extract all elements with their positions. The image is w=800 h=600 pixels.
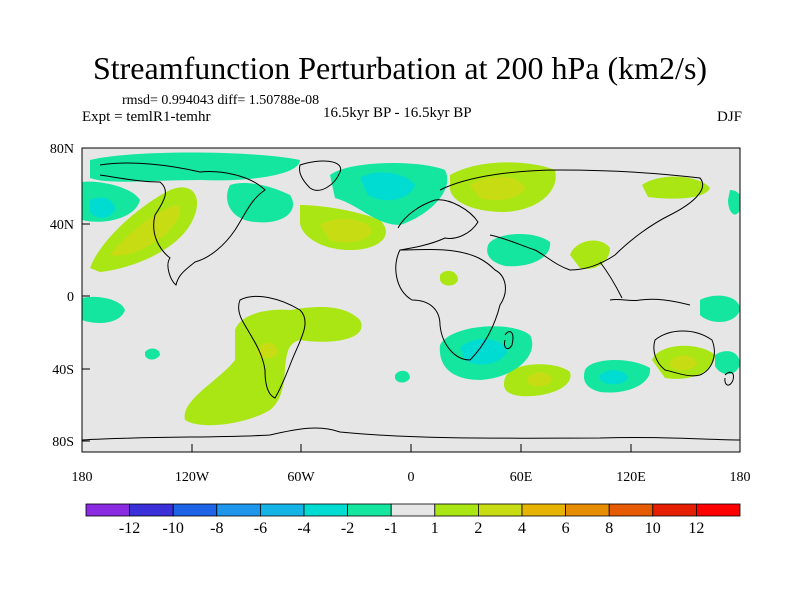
colorbar-label: 4 bbox=[518, 520, 526, 537]
colorbar-label: 6 bbox=[562, 520, 570, 537]
axis-ticks bbox=[81, 147, 741, 452]
lon-label: 120W bbox=[175, 470, 210, 485]
anomaly-region bbox=[728, 190, 740, 215]
anomaly-region bbox=[715, 351, 740, 375]
lat-label: 0 bbox=[67, 290, 74, 305]
colorbar-swatch bbox=[565, 503, 610, 517]
anomaly-region bbox=[487, 234, 551, 267]
colorbar-swatch bbox=[521, 503, 566, 517]
colorbar-label: 1 bbox=[431, 520, 439, 537]
colorbar-swatch bbox=[696, 503, 741, 517]
period-label: 16.5kyr BP - 16.5kyr BP bbox=[323, 105, 472, 121]
colorbar-label: -2 bbox=[341, 520, 354, 537]
experiment-label: Expt = temlR1-temhr bbox=[82, 109, 211, 125]
anomaly-region bbox=[90, 152, 300, 182]
colorbar-label: -6 bbox=[254, 520, 267, 537]
rmsd-stats: rmsd= 0.994043 diff= 1.50788e-08 bbox=[122, 93, 320, 108]
colorbar-label: -4 bbox=[297, 520, 310, 537]
lon-label: 120E bbox=[616, 470, 646, 485]
coastlines bbox=[82, 160, 740, 441]
anomaly-region bbox=[258, 342, 278, 359]
colorbar-swatch bbox=[216, 503, 261, 517]
anomaly-region bbox=[570, 240, 610, 269]
anomaly-region bbox=[227, 183, 294, 223]
colorbar: -12 -10 -8 -6 -4 -2 -1 1 2 4 6 8 10 12 bbox=[85, 503, 741, 537]
anomaly-region bbox=[90, 197, 115, 218]
colorbar-label: -1 bbox=[385, 520, 398, 537]
lat-label: 40N bbox=[50, 218, 74, 233]
lon-label: 0 bbox=[408, 470, 415, 485]
lat-label: 80S bbox=[52, 435, 74, 450]
season-label: DJF bbox=[716, 109, 742, 125]
lon-label: 60E bbox=[510, 470, 533, 485]
colorbar-swatch bbox=[347, 503, 392, 517]
colorbar-swatch bbox=[303, 503, 348, 517]
anomaly-region bbox=[642, 176, 710, 199]
colorbar-swatch bbox=[477, 503, 523, 517]
longitude-labels: 180 120W 60W 0 60E 120E 180 bbox=[72, 470, 751, 485]
colorbar-swatch bbox=[129, 503, 174, 517]
colorbar-swatch bbox=[434, 503, 479, 517]
colorbar-swatch bbox=[608, 503, 654, 517]
lon-label: 180 bbox=[730, 470, 751, 485]
lat-label: 80N bbox=[50, 142, 74, 157]
colorbar-label: 8 bbox=[605, 520, 613, 537]
lat-label: 40S bbox=[52, 363, 74, 378]
anomaly-region bbox=[145, 348, 160, 360]
latitude-labels: 80N 40N 0 40S 80S bbox=[50, 142, 74, 450]
colorbar-swatch bbox=[390, 503, 436, 517]
anomaly-region bbox=[184, 307, 362, 426]
anomaly-region bbox=[470, 176, 525, 201]
lon-label: 60W bbox=[287, 470, 315, 485]
anomaly-region bbox=[600, 370, 628, 385]
colorbar-label: -12 bbox=[119, 520, 140, 537]
lon-label: 180 bbox=[72, 470, 93, 485]
colorbar-label: 2 bbox=[474, 520, 482, 537]
anomaly-region bbox=[440, 270, 458, 286]
anomaly-region bbox=[110, 205, 181, 256]
anomaly-region bbox=[670, 355, 697, 371]
colorbar-swatch bbox=[172, 503, 218, 517]
anomaly-region bbox=[700, 295, 740, 322]
colorbar-swatch bbox=[652, 503, 697, 517]
anomaly-region bbox=[82, 296, 125, 323]
anomaly-region bbox=[320, 218, 372, 243]
anomaly-region bbox=[528, 372, 552, 387]
anomaly-region bbox=[360, 172, 415, 201]
colorbar-label: -10 bbox=[163, 520, 184, 537]
colorbar-label: -8 bbox=[210, 520, 223, 537]
colorbar-label: 10 bbox=[645, 520, 661, 537]
colorbar-swatch bbox=[85, 503, 130, 517]
plot-title: Streamfunction Perturbation at 200 hPa (… bbox=[92, 50, 708, 86]
streamfunction-contours bbox=[82, 152, 740, 441]
colorbar-label: 12 bbox=[688, 520, 704, 537]
anomaly-region bbox=[395, 370, 410, 383]
colorbar-swatch bbox=[259, 503, 305, 517]
